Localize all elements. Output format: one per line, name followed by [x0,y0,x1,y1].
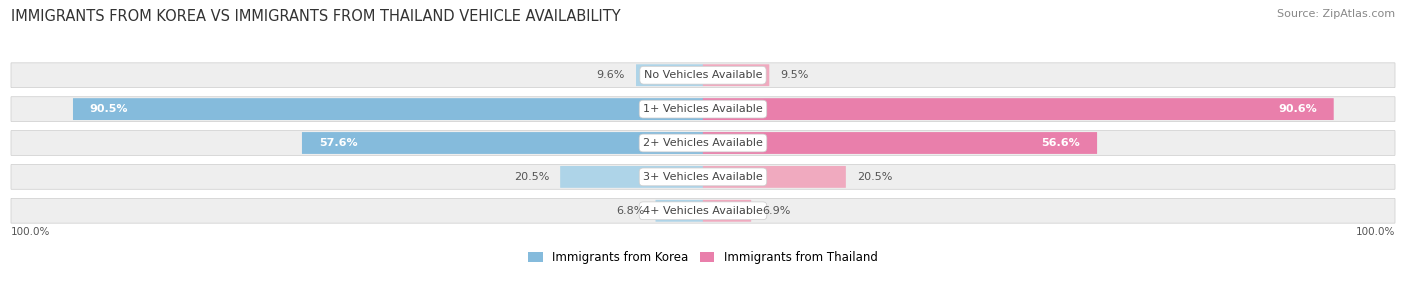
Legend: Immigrants from Korea, Immigrants from Thailand: Immigrants from Korea, Immigrants from T… [523,247,883,269]
FancyBboxPatch shape [11,63,1395,88]
FancyBboxPatch shape [11,131,1395,155]
FancyBboxPatch shape [11,97,1395,122]
Text: 90.6%: 90.6% [1278,104,1317,114]
Text: 56.6%: 56.6% [1042,138,1080,148]
FancyBboxPatch shape [560,166,703,188]
Text: 6.8%: 6.8% [616,206,644,216]
FancyBboxPatch shape [11,164,1395,189]
Text: 9.5%: 9.5% [780,70,808,80]
FancyBboxPatch shape [703,200,751,222]
FancyBboxPatch shape [703,166,846,188]
Text: 20.5%: 20.5% [513,172,550,182]
FancyBboxPatch shape [11,198,1395,223]
Text: 57.6%: 57.6% [319,138,357,148]
Text: 3+ Vehicles Available: 3+ Vehicles Available [643,172,763,182]
Text: 2+ Vehicles Available: 2+ Vehicles Available [643,138,763,148]
FancyBboxPatch shape [703,98,1334,120]
Text: 100.0%: 100.0% [1355,227,1395,237]
Text: 20.5%: 20.5% [856,172,893,182]
FancyBboxPatch shape [73,98,703,120]
Text: 4+ Vehicles Available: 4+ Vehicles Available [643,206,763,216]
Text: 100.0%: 100.0% [11,227,51,237]
Text: 6.9%: 6.9% [762,206,790,216]
Text: 9.6%: 9.6% [596,70,626,80]
Text: IMMIGRANTS FROM KOREA VS IMMIGRANTS FROM THAILAND VEHICLE AVAILABILITY: IMMIGRANTS FROM KOREA VS IMMIGRANTS FROM… [11,9,621,23]
Text: No Vehicles Available: No Vehicles Available [644,70,762,80]
FancyBboxPatch shape [302,132,703,154]
FancyBboxPatch shape [703,64,769,86]
FancyBboxPatch shape [655,200,703,222]
Text: Source: ZipAtlas.com: Source: ZipAtlas.com [1277,9,1395,19]
FancyBboxPatch shape [636,64,703,86]
Text: 90.5%: 90.5% [90,104,128,114]
Text: 1+ Vehicles Available: 1+ Vehicles Available [643,104,763,114]
FancyBboxPatch shape [703,132,1097,154]
